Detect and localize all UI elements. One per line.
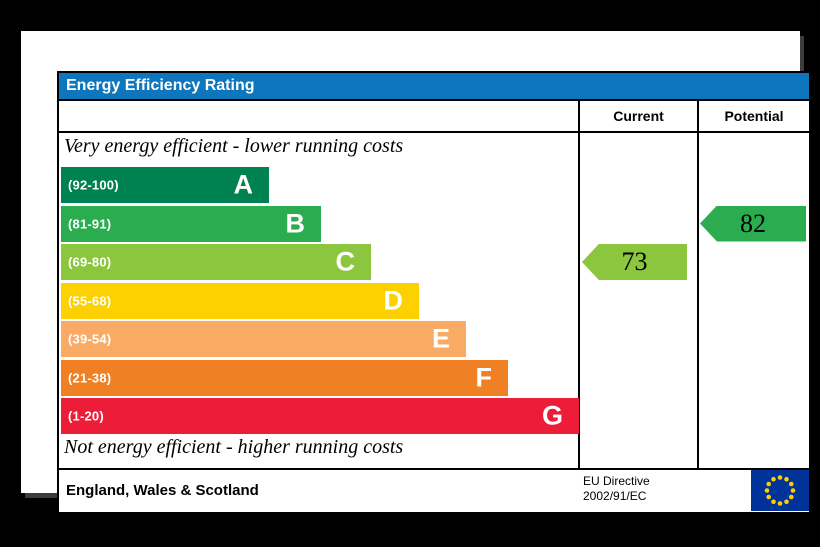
band-g-letter: G [541, 400, 563, 431]
energy-efficiency-table: Energy Efficiency Rating Current Potenti… [57, 71, 811, 514]
band-b: (81-91) B [61, 205, 321, 242]
header-divider [59, 131, 809, 133]
potential-column-header: Potential [724, 108, 784, 124]
band-e-letter: E [431, 323, 450, 354]
chart-panel: Energy Efficiency Rating Current Potenti… [21, 31, 811, 514]
band-a-range-label: (92-100) [68, 177, 119, 193]
band-d: (55-68) D [61, 282, 419, 319]
column-divider [697, 101, 699, 468]
potential-rating-arrow: 82 [700, 205, 806, 242]
current-rating-arrow: 73 [582, 244, 687, 280]
band-b-range-label: (81-91) [68, 216, 112, 231]
current-column-header: Current [613, 108, 664, 124]
eu-directive-label: EU Directive 2002/91/EC [583, 474, 650, 504]
band-a-letter: A [233, 169, 254, 200]
band-e-range-label: (39-54) [68, 331, 112, 347]
efficient-caption: Very energy efficient - lower running co… [64, 135, 404, 157]
region-label: England, Wales & Scotland [66, 482, 259, 499]
band-f-range-label: (21-38) [68, 370, 112, 385]
band-d-range-label: (55-68) [68, 293, 112, 308]
band-c-range-label: (69-80) [68, 254, 112, 270]
band-d-letter: D [383, 285, 404, 315]
band-c-letter: C [335, 246, 356, 277]
inefficient-caption: Not energy efficient - higher running co… [64, 436, 404, 458]
column-divider [578, 101, 580, 468]
band-f: (21-38) F [61, 359, 508, 396]
band-g-range-label: (1-20) [68, 408, 104, 424]
eu-flag-icon [751, 470, 809, 511]
footer-divider [59, 468, 809, 470]
band-c: (69-80) C [61, 244, 371, 280]
band-e: (39-54) E [61, 321, 466, 357]
band-g: (1-20) G [61, 398, 579, 434]
eu-directive-line1: EU Directive [583, 474, 650, 488]
band-a: (92-100) A [61, 167, 269, 203]
page-title: Energy Efficiency Rating [59, 73, 809, 101]
band-f-letter: F [475, 362, 493, 392]
band-b-letter: B [285, 208, 306, 238]
eu-directive-line2: 2002/91/EC [583, 489, 647, 503]
